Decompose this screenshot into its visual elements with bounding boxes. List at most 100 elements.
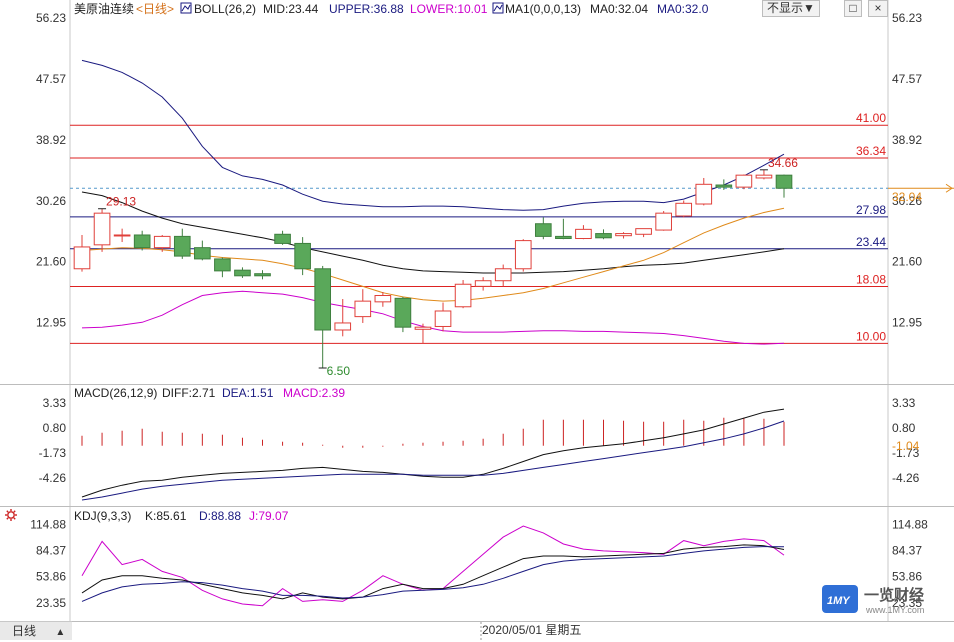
- chevron-up-icon: ▲: [55, 627, 66, 638]
- candle-body: [294, 242, 311, 270]
- macd-axis-left-label: -4.26: [39, 471, 67, 485]
- period-selector[interactable]: <日线>: [136, 2, 174, 16]
- candle-body: [775, 174, 793, 189]
- boll-mid-line: [81, 191, 785, 274]
- watermark-logo: 1MY 一览财经 www.1MY.com: [822, 585, 924, 615]
- kdj-axis-left-label: 84.37: [36, 544, 66, 558]
- price-axis-left-label: 56.23: [36, 11, 66, 25]
- ma-label: MA1(0,0,0,13): [505, 2, 581, 16]
- macd-diff-line: [81, 408, 785, 498]
- candle-body: [695, 183, 713, 205]
- price-axis-left-label: 38.92: [36, 133, 66, 147]
- boll-mid: MID:23.44: [263, 2, 319, 16]
- candle-body: [474, 280, 492, 287]
- macd-value: MACD:2.39: [283, 386, 345, 400]
- candle-body: [675, 202, 693, 217]
- price-axis-right-label: 47.57: [892, 72, 922, 86]
- ma-indicator-icon: [492, 2, 504, 14]
- macd-legend: MACD(26,12,9) DIFF:2.71 DEA:1.51 MACD:2.…: [74, 386, 345, 400]
- kdj-j: J:79.07: [249, 509, 289, 523]
- kdj-legend: KDJ(9,3,3) K:85.61 D:88.88 J:79.07: [74, 509, 289, 523]
- kdj-k-line: [81, 544, 785, 600]
- candle-body: [133, 234, 151, 249]
- kdj-axis-right-label: 53.86: [892, 570, 922, 584]
- gear-icon[interactable]: [5, 509, 17, 521]
- candle-body: [514, 240, 532, 270]
- kdj-axis-right-label: 23.35: [892, 596, 922, 610]
- price-panel: 56.23 56.23 47.57 47.57 38.92 38.92 30.26 30.26…: [36, 11, 954, 378]
- candle-body: [234, 269, 251, 277]
- candle-body: [274, 233, 291, 244]
- horizontal-level-label: 36.34: [856, 144, 886, 158]
- candle-body: [73, 246, 91, 270]
- candle-body: [354, 300, 372, 318]
- candle-body: [635, 228, 652, 235]
- macd-axis-right-label: 0.80: [892, 421, 916, 435]
- candle-body: [254, 273, 271, 277]
- restore-button[interactable]: □: [844, 0, 862, 17]
- kdj-k: K:85.61: [145, 509, 187, 523]
- candle-body: [655, 212, 672, 231]
- candle-body: [334, 322, 352, 331]
- close-button[interactable]: ×: [868, 0, 888, 17]
- macd-axis-left-label: 3.33: [43, 396, 67, 410]
- candle-body: [595, 233, 612, 239]
- chart-frame: [0, 0, 954, 622]
- logo-text: 一览财经: [864, 586, 924, 604]
- kdj-axis-right-label: 84.37: [892, 544, 922, 558]
- candle-body: [214, 258, 231, 272]
- extreme-value-label: 6.50: [327, 364, 351, 378]
- candle-body: [194, 247, 211, 260]
- current-price-label: 32.04: [892, 190, 922, 204]
- macd-dea: DEA:1.51: [222, 386, 274, 400]
- macd-diff: DIFF:2.71: [162, 386, 216, 400]
- candle-body: [173, 235, 191, 257]
- horizontal-level-label: 18.08: [856, 272, 886, 286]
- horizontal-level-label: 10.00: [856, 329, 886, 343]
- logo-url: www.1MY.com: [865, 605, 924, 615]
- candle-body: [414, 326, 432, 330]
- boll-upper-line: [81, 59, 785, 211]
- kdj-label: KDJ(9,3,3): [74, 509, 131, 523]
- candle-body: [534, 223, 552, 237]
- macd-axis-right-label: -4.26: [892, 471, 920, 485]
- candle-body: [113, 234, 131, 237]
- price-axis-left-label: 47.57: [36, 72, 66, 86]
- hide-dropdown-button[interactable]: 不显示▼: [762, 0, 820, 17]
- cursor-date-label: 2020/05/01 星期五: [482, 623, 581, 637]
- extreme-value-label: 29.13: [106, 195, 136, 209]
- price-axis-left-label: 30.26: [36, 194, 66, 208]
- kdj-d: D:88.88: [199, 509, 241, 523]
- boll-upper: UPPER:36.88: [329, 2, 404, 16]
- boll-lower: LOWER:10.01: [410, 2, 488, 16]
- period-tab-label: 日线: [12, 624, 37, 638]
- horizontal-level-label: 41.00: [856, 111, 886, 125]
- extreme-value-label: 34.66: [768, 156, 798, 170]
- candle-body: [153, 235, 171, 249]
- candle-body: [394, 297, 412, 328]
- candle-body: [755, 174, 773, 179]
- price-axis-left-label: 21.60: [36, 255, 66, 269]
- macd-panel: 3.33 3.33 0.80 0.80 -1.73 -1.73 -4.26 -4.26 -1.0…: [39, 396, 920, 501]
- price-axis-right-label: 38.92: [892, 133, 922, 147]
- logo-badge-text: 1MY: [827, 595, 851, 607]
- kdj-axis-left-label: 114.88: [30, 517, 66, 531]
- logo-badge-bg: [822, 585, 858, 613]
- kdj-axis-right-label: 114.88: [892, 517, 928, 531]
- period-tab[interactable]: 日线 ▲: [0, 621, 72, 640]
- macd-axis-left-label: -1.73: [39, 446, 67, 460]
- price-axis-right-label: 21.60: [892, 255, 922, 269]
- kdj-j-line: [81, 525, 785, 607]
- macd-axis-right-label: -1.73: [892, 446, 920, 460]
- main-legend: 美原油连续 <日线> BOLL(26,2) MID:23.44 UPPER:36…: [74, 1, 709, 16]
- macd-dea-line: [81, 420, 785, 501]
- price-axis-right-label: 56.23: [892, 11, 922, 25]
- horizontal-level-label: 27.98: [856, 203, 886, 217]
- candle-body: [575, 228, 592, 240]
- boll-label: BOLL(26,2): [194, 2, 256, 16]
- candle-body: [454, 283, 472, 308]
- candle-body: [735, 174, 753, 188]
- ma0-value-a: MA0:32.04: [590, 2, 648, 16]
- macd-axis-left-label: 0.80: [43, 421, 67, 435]
- current-price-arrow-icon: [945, 183, 953, 193]
